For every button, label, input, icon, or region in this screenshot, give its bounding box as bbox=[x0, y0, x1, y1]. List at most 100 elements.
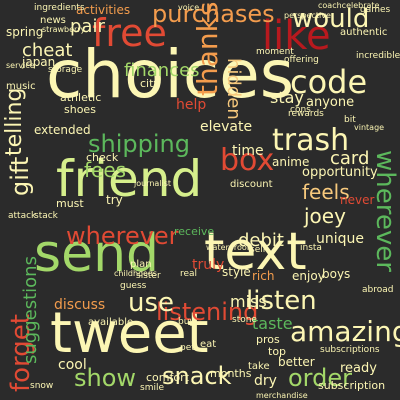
word-trash: trash bbox=[272, 123, 350, 158]
word-text: text bbox=[204, 222, 307, 282]
word-discount: discount bbox=[230, 179, 273, 190]
word-cons: cons bbox=[290, 105, 311, 115]
word-storage: storage bbox=[48, 65, 83, 75]
word-finances: finances bbox=[124, 60, 200, 81]
word-debit: debit bbox=[238, 230, 284, 251]
word-stay: stay bbox=[270, 88, 304, 107]
word-sell: sell bbox=[250, 245, 266, 255]
word-dry: dry bbox=[254, 373, 277, 389]
word-send: send bbox=[34, 224, 160, 284]
word-boys: boys bbox=[322, 267, 351, 281]
word-help: help bbox=[176, 97, 207, 113]
word-receive: receive bbox=[174, 225, 215, 238]
word-cool: cool bbox=[58, 357, 87, 373]
word-feels: feels bbox=[302, 180, 350, 204]
word-show: amazing bbox=[290, 315, 400, 348]
word-enjoy: enjoy bbox=[292, 269, 325, 283]
word-available: available bbox=[88, 317, 134, 328]
word-shoes: shoes bbox=[64, 103, 96, 116]
word-never: never bbox=[340, 193, 375, 207]
word-would: would bbox=[292, 4, 370, 34]
word-comfort: comfort bbox=[146, 371, 189, 384]
word-gift: gift bbox=[6, 156, 34, 196]
word-smile: smile bbox=[140, 383, 164, 393]
word-anime: anime bbox=[272, 155, 310, 169]
word-tweet: tweet bbox=[50, 301, 209, 366]
word-style: style bbox=[222, 265, 251, 279]
word-incredible: incredible bbox=[356, 51, 400, 61]
word-vintage: vintage bbox=[354, 123, 385, 132]
word-pet: pet bbox=[180, 343, 195, 353]
word-snack: show bbox=[74, 364, 137, 392]
word-merchandise: merchandise bbox=[256, 391, 308, 400]
word-try: try bbox=[106, 193, 123, 207]
word-joey: joey bbox=[304, 204, 346, 228]
word-time: time bbox=[232, 143, 264, 159]
word-anyone: anyone bbox=[306, 95, 355, 110]
word-bit: bit bbox=[344, 115, 356, 125]
word-box: box bbox=[220, 143, 275, 178]
word-plan: plan bbox=[130, 259, 152, 270]
word-months: months bbox=[210, 367, 252, 380]
word-friend: friend bbox=[56, 150, 203, 208]
word-extended: extended bbox=[34, 123, 91, 137]
word-thanks: thanks bbox=[191, 1, 224, 96]
word-elevate: elevate bbox=[200, 119, 253, 135]
word-opportunity: opportunity bbox=[302, 165, 378, 180]
word-like: like bbox=[262, 13, 331, 59]
word-stone: stone bbox=[232, 315, 257, 325]
word-take: take bbox=[248, 361, 270, 372]
word-athletic: athletic bbox=[60, 91, 102, 104]
word-ingredients: ingredients bbox=[34, 3, 85, 13]
word-hidden: hidden bbox=[223, 58, 244, 120]
word-free: free bbox=[92, 11, 167, 55]
word-sister: sister bbox=[136, 271, 161, 281]
word-telling: telling bbox=[2, 87, 27, 156]
word-top: top bbox=[268, 345, 287, 358]
word-eat: eat bbox=[200, 339, 217, 350]
word-coachcelebrate: coachcelebrate bbox=[318, 1, 380, 10]
word-shipping: shipping bbox=[88, 130, 190, 158]
word-real: real bbox=[180, 269, 198, 279]
word-strawberry: strawberry bbox=[42, 25, 86, 34]
word-pair: pair bbox=[70, 16, 105, 37]
word-offering: offering bbox=[284, 55, 319, 65]
word-order: snack bbox=[162, 362, 232, 390]
word-wherever: wherever bbox=[370, 150, 400, 272]
word-buy: buy bbox=[178, 317, 195, 327]
word-miss: miss bbox=[230, 292, 267, 311]
word-must: must bbox=[56, 197, 84, 210]
word-unique: unique bbox=[316, 231, 365, 247]
word-card: card bbox=[330, 148, 370, 169]
word-cheat: cheat bbox=[22, 40, 73, 61]
word-suggestions: suggestions bbox=[20, 256, 41, 364]
word-city: city bbox=[140, 77, 160, 90]
word-attack: attack bbox=[8, 211, 37, 221]
word-guess: guess bbox=[120, 281, 147, 291]
word-listening: wherever bbox=[66, 222, 179, 250]
word-news: news bbox=[40, 15, 66, 26]
word-stack: stack bbox=[34, 211, 58, 221]
word-insta: insta bbox=[300, 243, 322, 253]
word-subscriptions: subscriptions bbox=[320, 345, 380, 355]
word-voice: voice bbox=[178, 3, 200, 12]
word-check: check bbox=[86, 151, 119, 164]
word-choices: choices bbox=[46, 36, 295, 113]
word-code: code bbox=[290, 63, 368, 101]
word-fees: fees bbox=[84, 158, 127, 182]
word-japan: japan bbox=[22, 55, 56, 69]
word-better: better bbox=[278, 355, 315, 369]
word-service: service bbox=[6, 61, 35, 70]
word-amazing: listen bbox=[246, 286, 317, 316]
word-spring: spring bbox=[6, 25, 44, 39]
word-music: music bbox=[6, 81, 36, 92]
word-subscription: subscription bbox=[318, 379, 386, 392]
word-childhoods: childhoods bbox=[114, 269, 158, 278]
word-snow: snow bbox=[30, 381, 54, 391]
word-discuss: discuss bbox=[54, 297, 106, 313]
word-abroad: abroad bbox=[362, 285, 394, 295]
word-perspective: perspective bbox=[284, 11, 331, 20]
word-authentic: authentic bbox=[340, 27, 388, 38]
word-activities: activities bbox=[76, 3, 131, 17]
